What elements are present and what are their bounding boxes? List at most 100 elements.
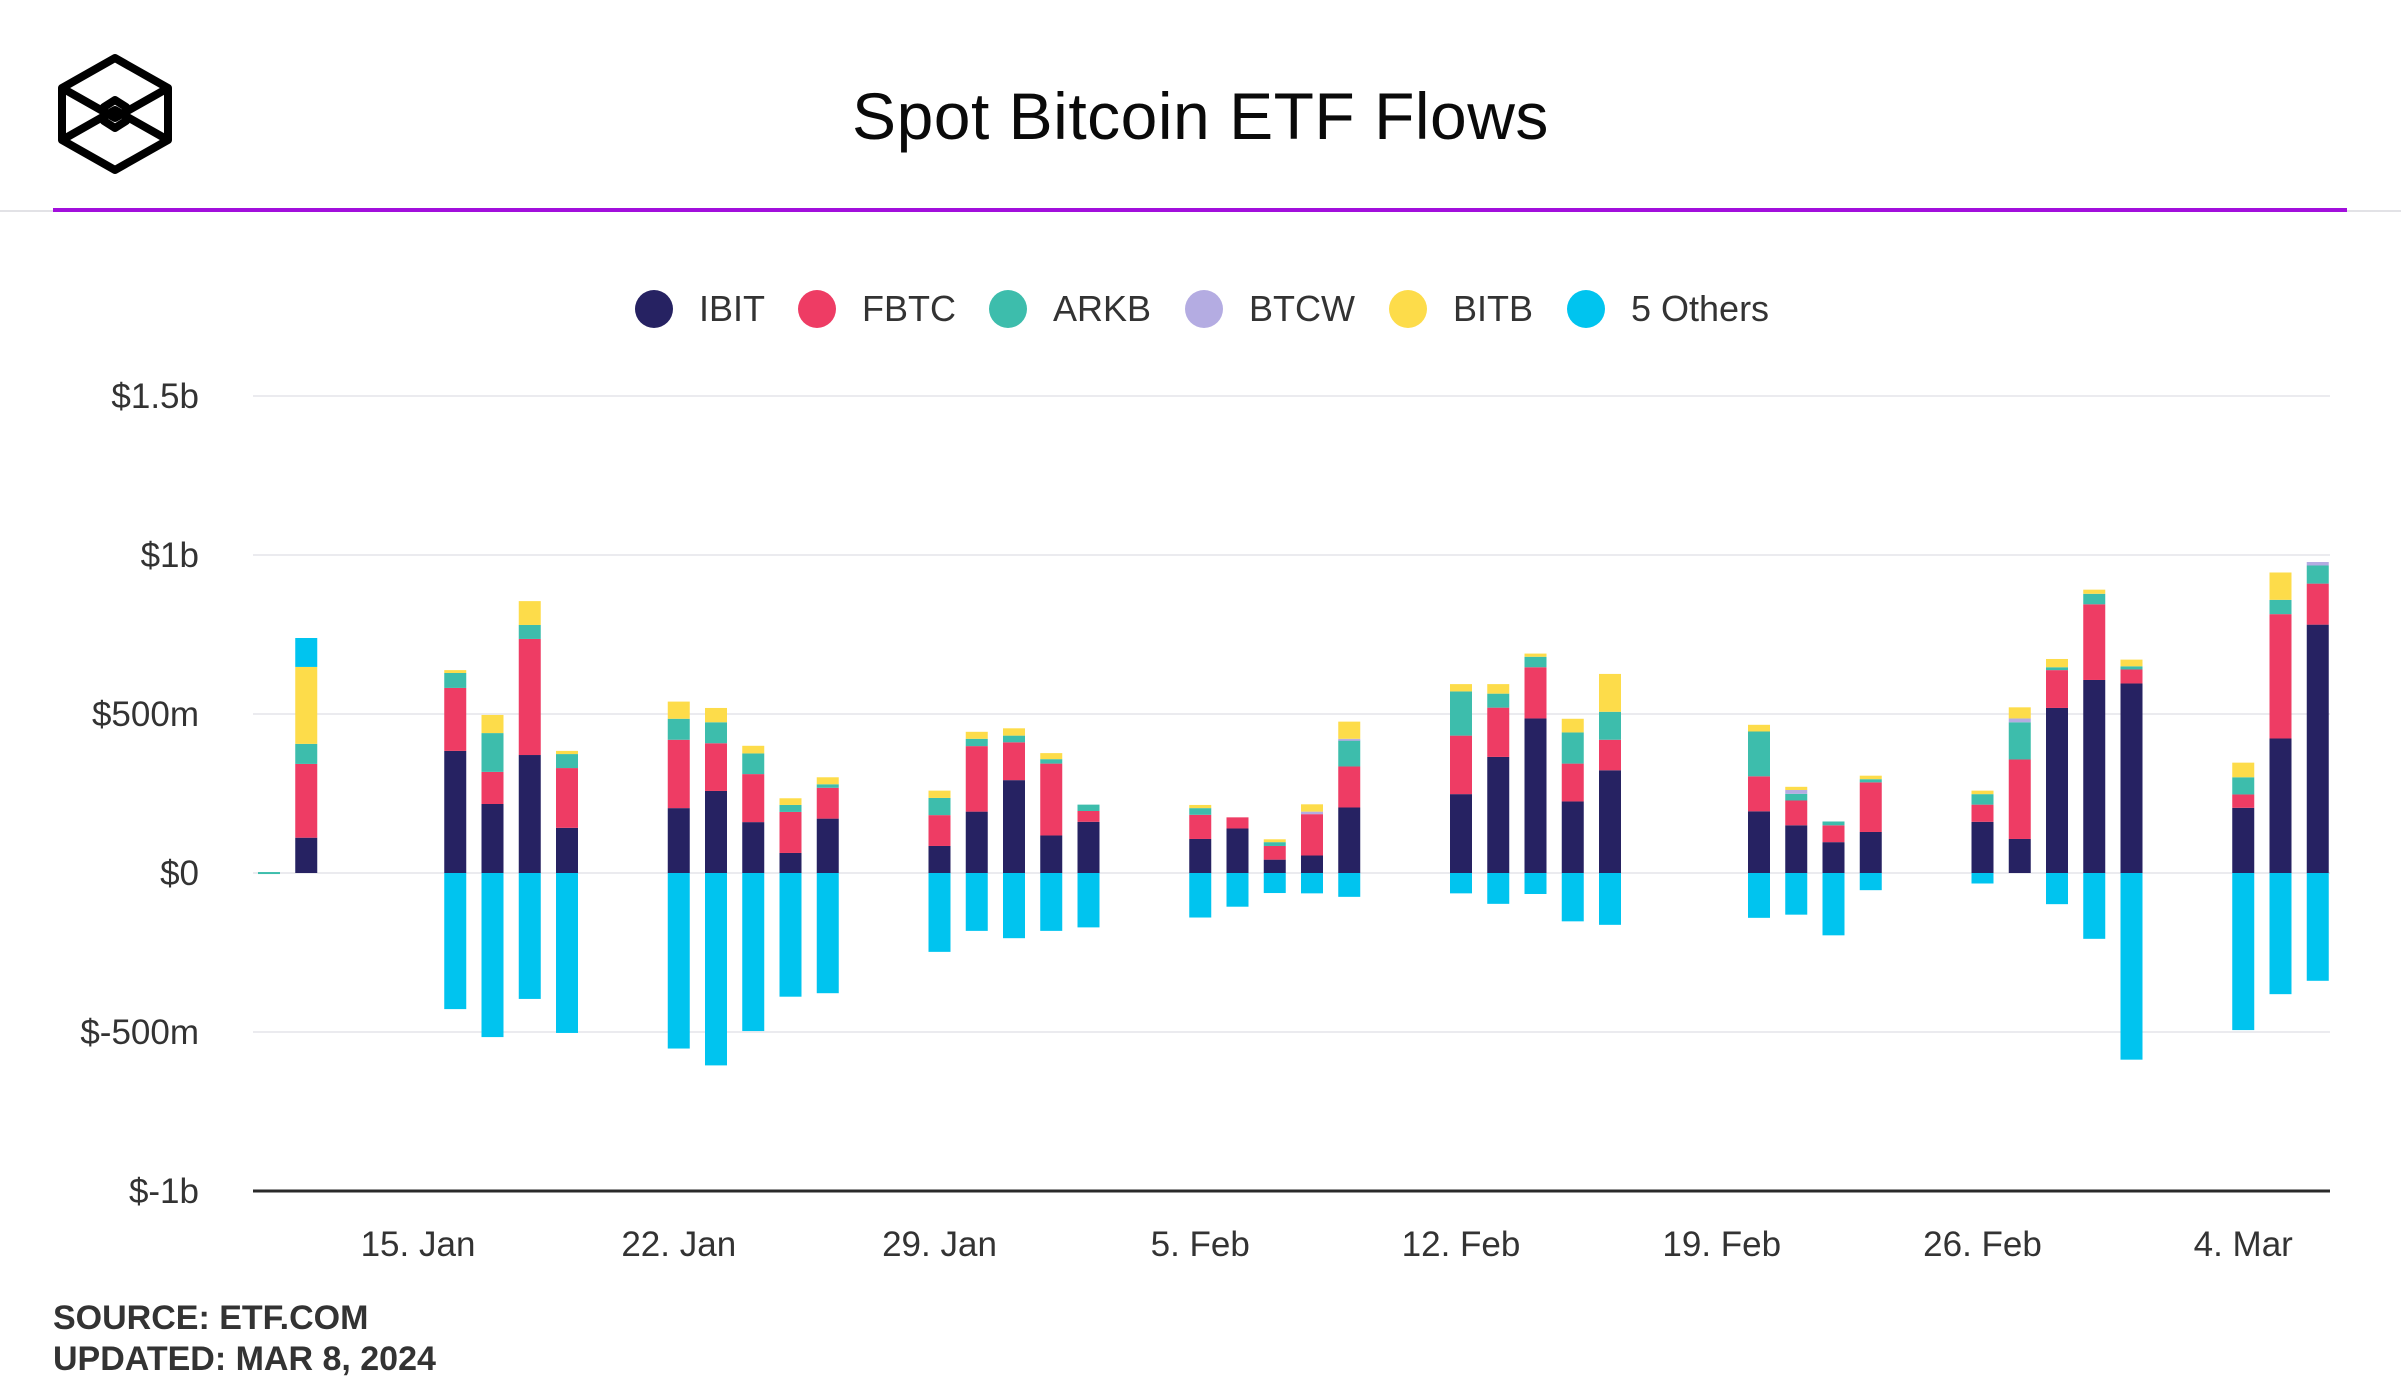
bar-segment-bitb[interactable] [1748,724,1770,732]
bar-segment-5-others[interactable] [1301,873,1323,894]
bar-segment-bitb[interactable] [1599,673,1621,712]
bar-segment-ibit[interactable] [1189,838,1212,873]
bar-segment-ibit[interactable] [295,837,318,873]
bar-segment-5-others[interactable] [667,873,690,1049]
bar-segment-5-others[interactable] [444,873,467,1010]
bar-stack[interactable] [444,670,467,1010]
bar-segment-ibit[interactable] [1524,718,1547,873]
bar-stack[interactable] [1077,804,1100,928]
bar-segment-5-others[interactable] [295,637,318,667]
legend-item-bitb[interactable]: BITB [1389,284,1533,334]
bar-segment-btcw[interactable] [1338,738,1361,741]
bar-segment-bitb[interactable] [2083,589,2106,594]
bar-segment-arkb[interactable] [518,624,541,639]
bar-segment-fbtc[interactable] [1263,845,1286,860]
bar-segment-arkb[interactable] [1859,779,1882,783]
bar-segment-ibit[interactable] [1338,807,1361,873]
bar-stack[interactable] [779,798,802,997]
bar-stack[interactable] [667,701,690,1049]
bar-stack[interactable] [2046,658,2068,905]
bar-segment-arkb[interactable] [2120,666,2143,670]
bar-segment-5-others[interactable] [1599,873,1621,925]
bar-segment-5-others[interactable] [779,873,802,997]
bar-segment-5-others[interactable] [2046,873,2068,905]
bar-segment-bitb[interactable] [742,745,765,754]
bar-segment-fbtc[interactable] [1077,810,1100,822]
legend-item-btcw[interactable]: BTCW [1185,284,1355,334]
bar-segment-5-others[interactable] [481,873,504,1038]
bar-segment-5-others[interactable] [1263,873,1286,894]
bar-segment-fbtc[interactable] [2306,583,2329,625]
bar-segment-5-others[interactable] [928,873,951,952]
bar-segment-5-others[interactable] [556,873,578,1033]
bar-segment-5-others[interactable] [1859,873,1882,891]
bar-stack[interactable] [1748,724,1770,918]
bar-segment-arkb[interactable] [1599,711,1621,740]
bar-segment-ibit[interactable] [1301,855,1323,873]
bar-segment-ibit[interactable] [518,755,541,873]
bar-segment-bitb[interactable] [1971,790,1994,795]
bar-segment-arkb[interactable] [2306,565,2329,584]
bar-segment-5-others[interactable] [2120,873,2143,1060]
bar-segment-ibit[interactable] [1487,756,1510,873]
bar-stack[interactable] [1487,684,1510,904]
bar-stack[interactable] [2306,561,2329,981]
bar-segment-fbtc[interactable] [1226,817,1249,829]
bar-segment-fbtc[interactable] [1748,776,1770,812]
bar-segment-ibit[interactable] [965,811,988,873]
bar-segment-ibit[interactable] [444,750,467,873]
bar-segment-arkb[interactable] [1189,808,1212,815]
bar-segment-fbtc[interactable] [2120,669,2143,684]
bar-segment-arkb[interactable] [705,722,727,744]
legend-item-arkb[interactable]: ARKB [989,284,1151,334]
bar-segment-btcw[interactable] [1301,811,1323,815]
bar-stack[interactable] [2083,589,2106,939]
bar-segment-arkb[interactable] [2008,722,2031,760]
bar-stack[interactable] [1599,673,1621,925]
bar-segment-5-others[interactable] [1561,873,1584,922]
bar-segment-ibit[interactable] [928,845,951,873]
bar-segment-5-others[interactable] [2232,873,2255,1031]
bar-segment-arkb[interactable] [258,872,280,875]
bar-segment-bitb[interactable] [1859,775,1882,780]
bar-segment-btcw[interactable] [1785,790,1808,794]
bar-segment-arkb[interactable] [1524,656,1547,668]
bar-segment-arkb[interactable] [1785,793,1808,801]
bar-segment-fbtc[interactable] [1822,825,1845,843]
bar-stack[interactable] [742,745,765,1032]
bar-segment-bitb[interactable] [481,714,504,734]
bar-segment-ibit[interactable] [816,818,839,873]
bar-segment-arkb[interactable] [1263,842,1286,846]
bar-segment-bitb[interactable] [1003,728,1025,736]
bar-segment-fbtc[interactable] [1040,763,1063,836]
bar-segment-btcw[interactable] [2306,561,2329,566]
bar-stack[interactable] [1338,721,1361,897]
bar-segment-ibit[interactable] [2306,624,2329,873]
bar-segment-ibit[interactable] [1226,828,1249,873]
bar-segment-ibit[interactable] [1040,835,1063,873]
bar-segment-bitb[interactable] [779,798,802,805]
bar-stack[interactable] [816,777,839,994]
bar-stack[interactable] [2008,707,2031,873]
bar-segment-btcw[interactable] [2008,718,2031,723]
bar-stack[interactable] [481,714,504,1038]
bar-stack[interactable] [1226,817,1249,907]
bar-stack[interactable] [1189,804,1212,918]
bar-segment-ibit[interactable] [1748,811,1770,873]
bar-segment-bitb[interactable] [295,666,318,744]
bar-segment-ibit[interactable] [1822,842,1845,873]
bar-segment-fbtc[interactable] [1785,800,1808,826]
bar-segment-bitb[interactable] [444,670,467,673]
bar-segment-5-others[interactable] [816,873,839,994]
bar-segment-fbtc[interactable] [1450,735,1472,795]
bar-segment-5-others[interactable] [1487,873,1510,904]
legend-item-others[interactable]: 5 Others [1567,284,1769,334]
bar-segment-arkb[interactable] [928,797,951,816]
bar-stack[interactable] [258,872,280,875]
bar-segment-bitb[interactable] [1561,718,1584,733]
bar-segment-fbtc[interactable] [1859,782,1882,832]
bar-segment-5-others[interactable] [1189,873,1212,918]
bar-segment-5-others[interactable] [1971,873,1994,884]
bar-segment-5-others[interactable] [2083,873,2106,939]
bar-stack[interactable] [2232,762,2255,1031]
